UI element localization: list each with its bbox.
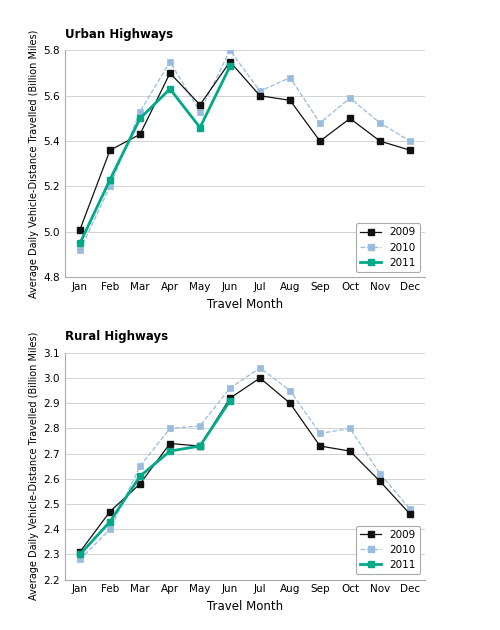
Legend: 2009, 2010, 2011: 2009, 2010, 2011 bbox=[356, 525, 420, 575]
Text: Rural Highways: Rural Highways bbox=[65, 330, 168, 343]
Text: Urban Highways: Urban Highways bbox=[65, 28, 173, 41]
X-axis label: Travel Month: Travel Month bbox=[207, 297, 283, 311]
X-axis label: Travel Month: Travel Month bbox=[207, 600, 283, 613]
Y-axis label: Average Daily Vehicle-Distance Travelled (Billion Miles): Average Daily Vehicle-Distance Travelled… bbox=[30, 332, 40, 600]
Legend: 2009, 2010, 2011: 2009, 2010, 2011 bbox=[356, 223, 420, 272]
Y-axis label: Average Daily Vehicle-Distance Travelled (Billion Miles): Average Daily Vehicle-Distance Travelled… bbox=[30, 30, 40, 298]
